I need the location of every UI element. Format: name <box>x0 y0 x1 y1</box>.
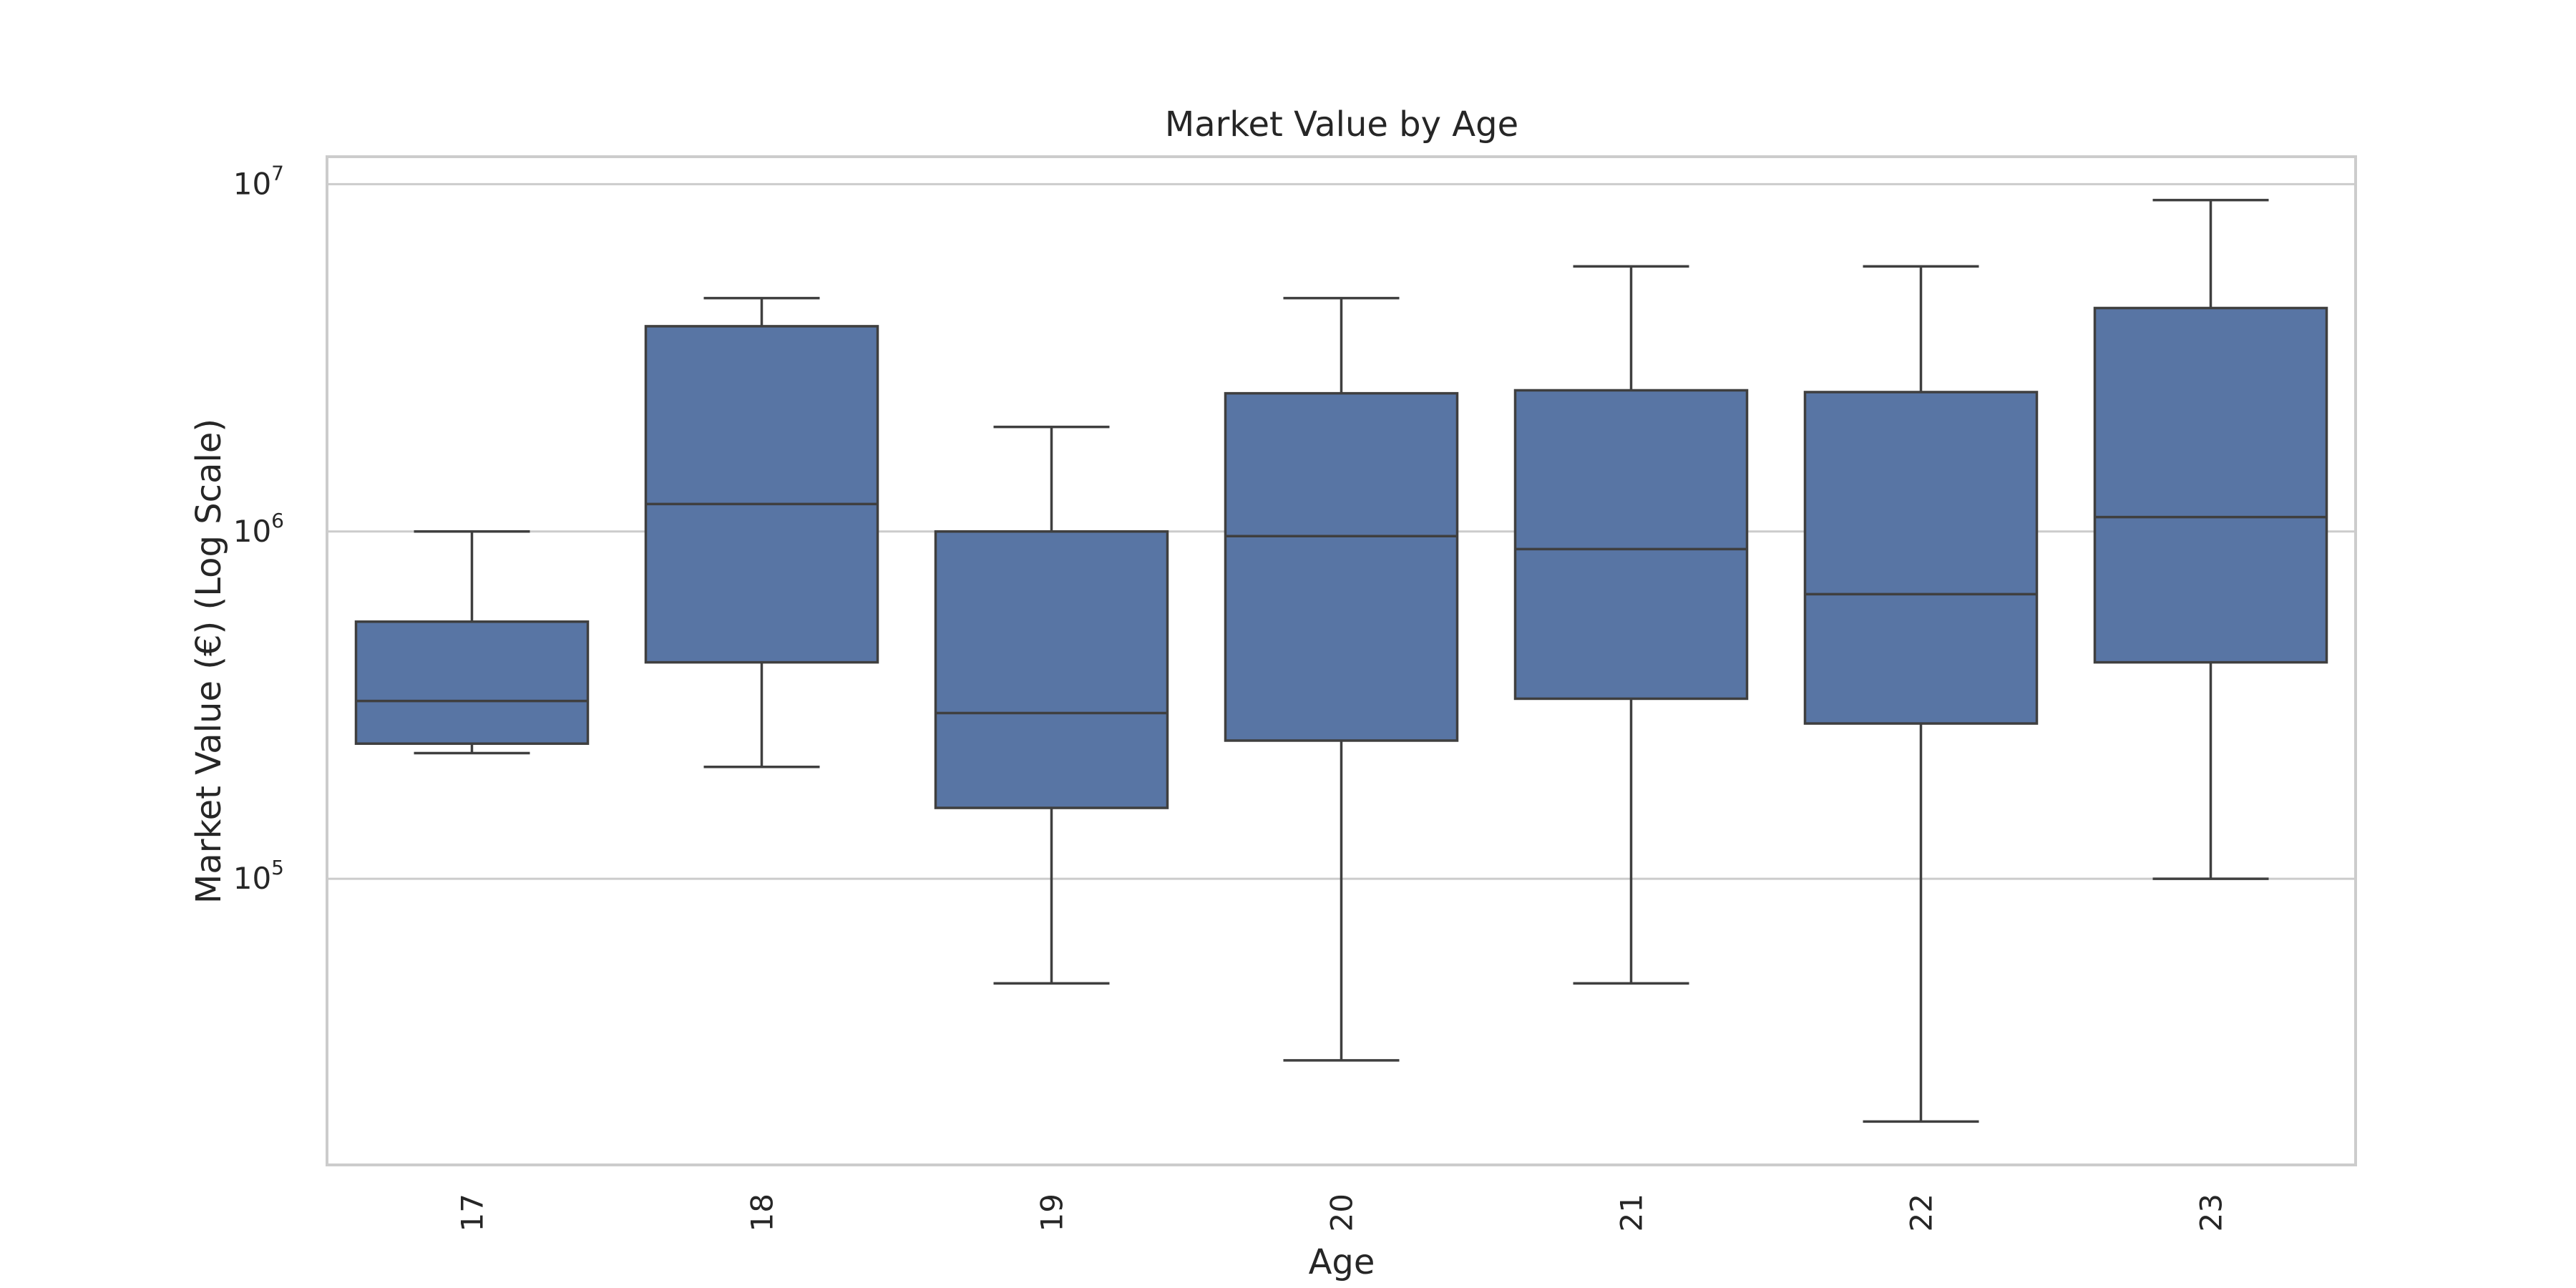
y-tick-label: 107 <box>233 161 284 201</box>
box-series <box>354 198 2328 1123</box>
chart-title: Market Value by Age <box>1165 104 1518 145</box>
iqr-box <box>1224 391 1459 742</box>
box-age-17 <box>354 530 590 755</box>
x-tick-label: 22 <box>1904 1194 1939 1231</box>
iqr-box <box>1803 391 2039 725</box>
x-tick-label: 18 <box>745 1194 780 1231</box>
y-tick-label: 106 <box>233 509 284 549</box>
box-age-22 <box>1803 265 2039 1123</box>
x-tick-label: 23 <box>2194 1194 2229 1231</box>
box-age-19 <box>934 425 1169 985</box>
x-tick-labels: 17 18 19 20 21 22 23 <box>455 1194 2229 1231</box>
x-axis-label: Age <box>1309 1242 1375 1282</box>
iqr-box <box>934 530 1169 809</box>
iqr-box <box>644 325 879 664</box>
iqr-box <box>2093 306 2328 664</box>
y-tick-label: 105 <box>233 856 284 896</box>
box-age-20 <box>1224 296 1459 1062</box>
box-age-21 <box>1513 265 1749 985</box>
x-tick-label: 21 <box>1614 1194 1649 1231</box>
x-tick-label: 20 <box>1324 1194 1360 1231</box>
plot-frame <box>326 155 2357 1166</box>
y-axis-label: Market Value (€) (Log Scale) <box>189 419 229 904</box>
iqr-box <box>1513 389 1749 701</box>
box-age-23 <box>2093 198 2328 880</box>
x-tick-label: 19 <box>1035 1194 1070 1231</box>
box-age-18 <box>644 296 879 769</box>
x-tick-label: 17 <box>455 1194 490 1231</box>
y-tick-labels: 105 106 107 <box>233 161 284 896</box>
iqr-box <box>354 620 590 745</box>
